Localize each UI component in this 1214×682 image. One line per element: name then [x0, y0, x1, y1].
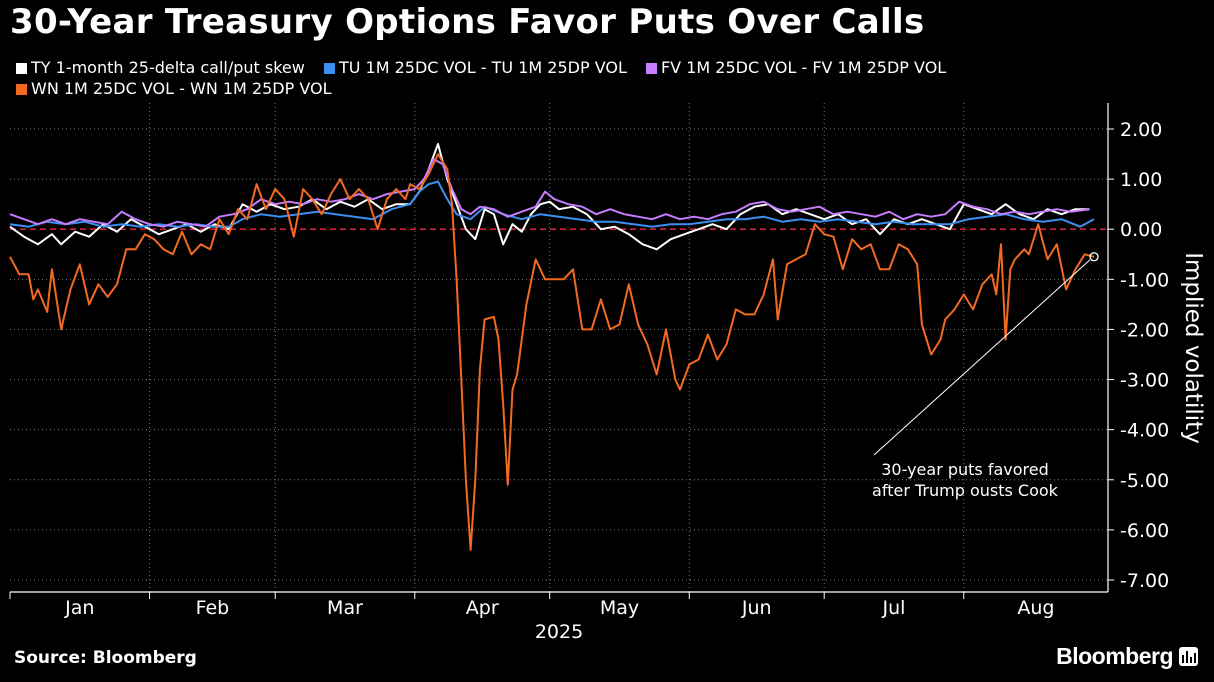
y-axis-label: Implied volatility	[1180, 252, 1206, 444]
legend-label-ty: TY 1-month 25-delta call/put skew	[31, 58, 305, 77]
bloomberg-logo: Bloomberg	[1056, 643, 1198, 670]
brand-name: Bloomberg	[1056, 643, 1173, 669]
legend-item-tu: TU 1M 25DC VOL - TU 1M 25DP VOL	[323, 57, 627, 78]
chart-title: 30-Year Treasury Options Favor Puts Over…	[10, 2, 925, 42]
legend-label-fv: FV 1M 25DC VOL - FV 1M 25DP VOL	[660, 58, 947, 77]
x-tick-label: May	[600, 597, 639, 619]
annotation-text-line2: after Trump ousts Cook	[872, 481, 1059, 500]
y-tick-label: -1.00	[1120, 269, 1169, 291]
y-tick-label: 2.00	[1120, 119, 1162, 141]
y-tick-label: 0.00	[1120, 219, 1162, 241]
y-tick-label: -7.00	[1120, 570, 1169, 592]
annotation-text-line1: 30-year puts favored	[881, 460, 1049, 479]
x-tick-label: Jul	[882, 597, 906, 619]
annotation-leader-line	[873, 259, 1091, 456]
y-tick-label: -2.00	[1120, 319, 1169, 341]
series-line-tu	[9, 180, 1095, 228]
series-line-wn	[9, 153, 1095, 551]
legend-item-fv: FV 1M 25DC VOL - FV 1M 25DP VOL	[645, 57, 947, 78]
legend-swatch-tu	[323, 63, 335, 74]
series-line-fv	[9, 158, 1090, 228]
legend-item-ty: TY 1-month 25-delta call/put skew	[16, 57, 305, 78]
legend-swatch-ty	[16, 63, 27, 74]
bar-chart-icon	[1179, 647, 1198, 666]
gridlines	[10, 103, 1108, 592]
x-tick-label: Aug	[1017, 597, 1054, 619]
legend-swatch-fv	[645, 63, 657, 74]
y-tick-label: -5.00	[1120, 470, 1169, 492]
axes: 2.00 1.00 0.00 -1.00 -2.00 -3.00 -4.00 -5.00 -6.…	[9, 103, 1169, 619]
annotation: 30-year puts favored after Trump ousts C…	[872, 252, 1099, 500]
legend-item-wn: WN 1M 25DC VOL - WN 1M 25DP VOL	[16, 78, 332, 99]
x-tick-label: Feb	[196, 597, 230, 619]
series-lines	[9, 143, 1095, 551]
x-tick-label: Jan	[64, 597, 94, 619]
legend-label-tu: TU 1M 25DC VOL - TU 1M 25DP VOL	[338, 58, 627, 77]
series-line-ty	[9, 143, 1090, 251]
y-tick-label: -4.00	[1120, 420, 1169, 442]
x-tick-label: Jun	[741, 597, 772, 619]
legend: TY 1-month 25-delta call/put skew TU 1M …	[16, 57, 1116, 99]
y-tick-label: -6.00	[1120, 520, 1169, 542]
y-tick-label: -3.00	[1120, 370, 1169, 392]
x-axis-year-label: 2025	[535, 621, 583, 643]
x-tick-label: Apr	[466, 597, 499, 619]
y-tick-label: 1.00	[1120, 169, 1162, 191]
annotation-marker	[1089, 252, 1099, 262]
legend-label-wn: WN 1M 25DC VOL - WN 1M 25DP VOL	[31, 79, 332, 98]
x-tick-label: Mar	[327, 597, 363, 619]
legend-swatch-wn	[16, 84, 27, 95]
source-note: Source: Bloomberg	[14, 648, 197, 668]
